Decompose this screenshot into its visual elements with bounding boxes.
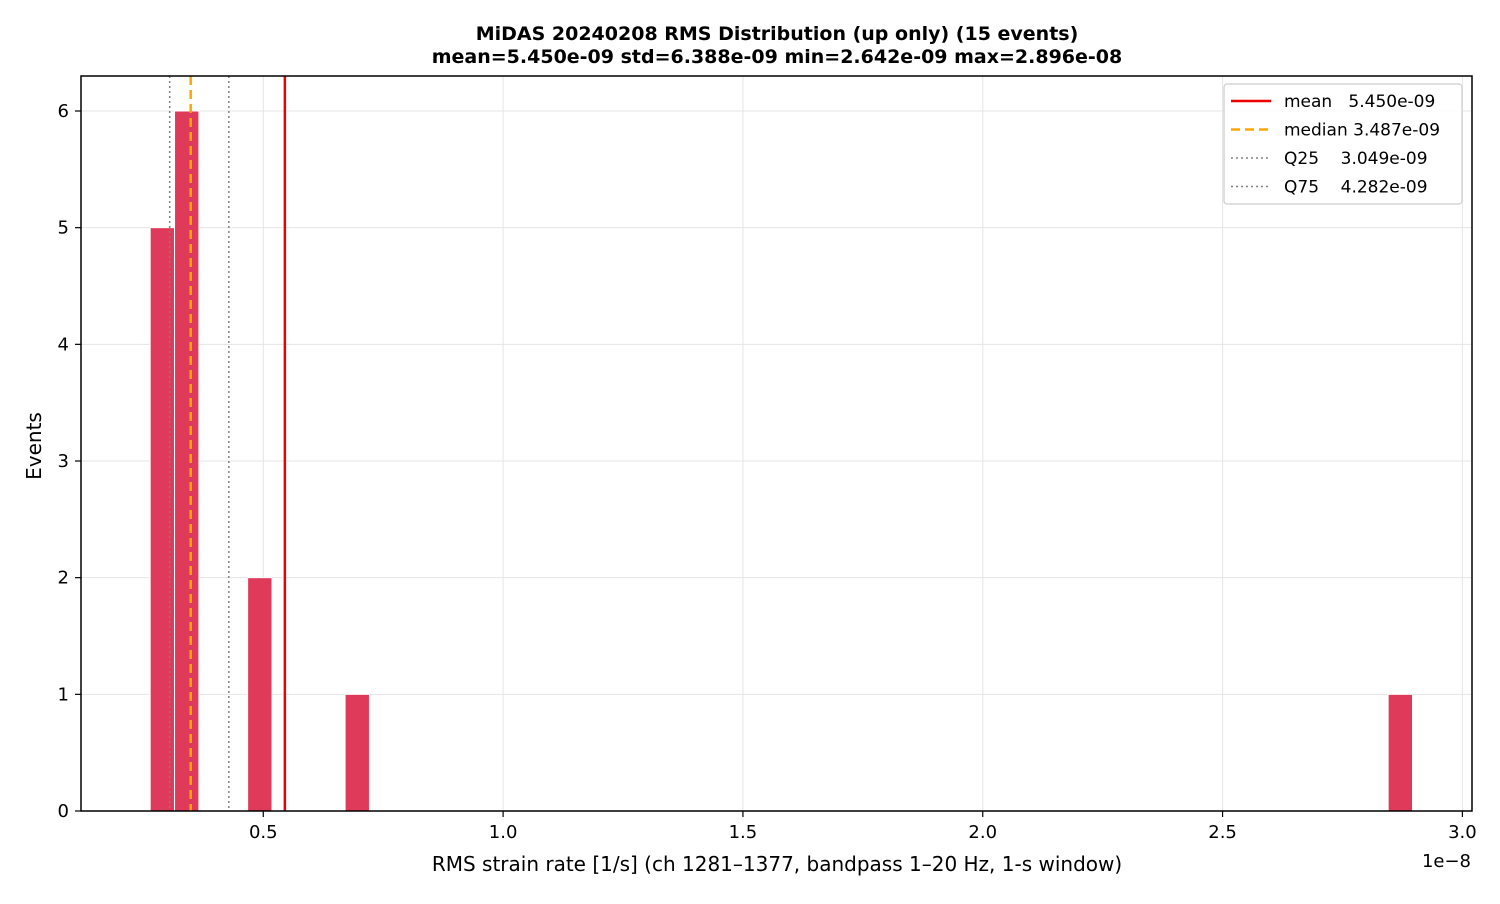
reference-lines: [168, 76, 287, 811]
legend-label-mean: mean 5.450e-09: [1284, 92, 1435, 112]
y-tick-label: 3: [58, 451, 69, 472]
histogram-bar: [174, 110, 200, 812]
x-tick-label: 2.0: [968, 822, 997, 843]
y-axis-ticks: 0 1 2 3 4 5 6: [58, 101, 81, 822]
x-axis-ticks: 0.5 1.0 1.5 2.0 2.5 3.0: [249, 811, 1477, 843]
x-tick-label: 2.5: [1208, 822, 1237, 843]
histogram-bar: [1387, 693, 1414, 812]
legend-label-median: median 3.487e-09: [1284, 121, 1440, 141]
y-axis-label: Events: [22, 412, 46, 480]
histogram-bar: [247, 577, 273, 812]
chart-subtitle: mean=5.450e-09 std=6.388e-09 min=2.642e-…: [432, 46, 1123, 68]
histogram-bar: [344, 693, 370, 812]
y-tick-label: 2: [58, 568, 69, 589]
x-tick-label: 0.5: [249, 822, 278, 843]
y-tick-label: 6: [58, 101, 69, 122]
chart-title: MiDAS 20240208 RMS Distribution (up only…: [476, 23, 1079, 45]
y-tick-label: 0: [58, 801, 69, 822]
y-tick-label: 1: [58, 684, 69, 705]
y-tick-label: 4: [58, 334, 69, 355]
x-axis-offset-label: 1e−8: [1422, 851, 1471, 872]
legend-label-q75: Q75 4.282e-09: [1284, 178, 1428, 198]
x-tick-label: 1.0: [489, 822, 518, 843]
x-axis-label: RMS strain rate [1/s] (ch 1281–1377, ban…: [432, 852, 1122, 876]
legend-items: mean 5.450e-09 median 3.487e-09 Q25 3.049e…: [1231, 92, 1440, 198]
legend-box: [1223, 83, 1463, 205]
x-tick-label: 3.0: [1448, 822, 1477, 843]
histogram-bar: [149, 227, 176, 812]
x-tick-label: 1.5: [729, 822, 758, 843]
legend: mean 5.450e-09 median 3.487e-09 Q25 3.049e…: [1223, 83, 1463, 205]
y-tick-label: 5: [58, 218, 69, 239]
legend-label-q25: Q25 3.049e-09: [1284, 149, 1428, 169]
plot-frame: [80, 75, 1473, 812]
histogram-bars: [149, 110, 1414, 812]
